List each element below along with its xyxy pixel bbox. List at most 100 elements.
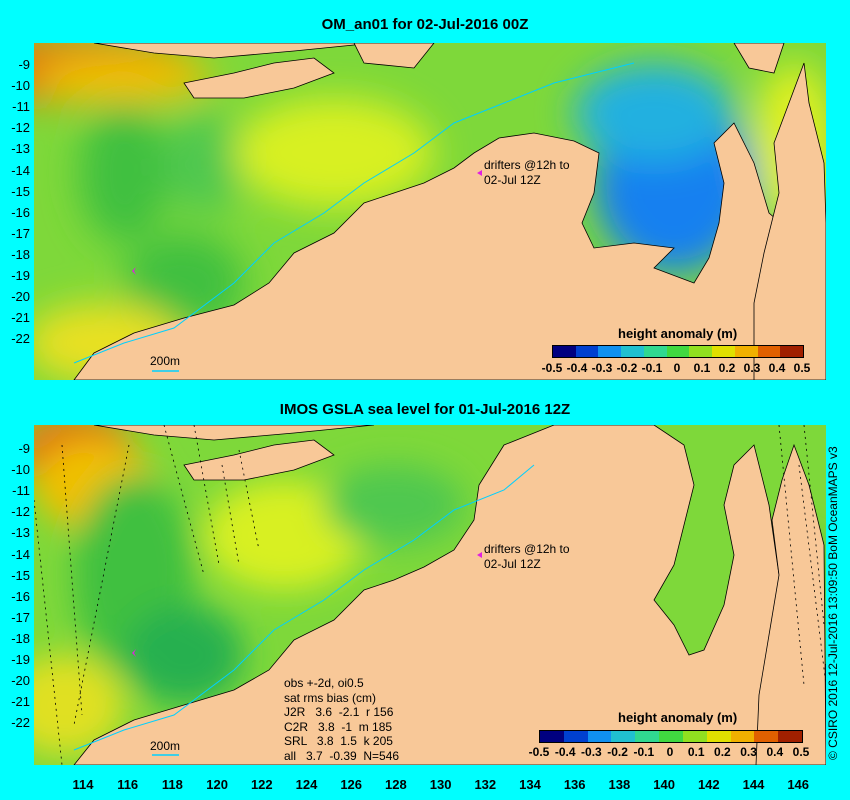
colorbar-swatch <box>611 731 636 742</box>
stats-line: all 3.7 -0.39 N=546 <box>284 748 400 763</box>
colorbar-tick-label: 0.2 <box>714 745 731 759</box>
bottom-map-svg <box>34 425 826 765</box>
colorbar-tick-label: 0.5 <box>792 745 810 759</box>
land-indonesia-north <box>93 425 375 441</box>
bottom-colorbar-title: height anomaly (m) <box>618 710 738 725</box>
latitude-label: -13 <box>11 525 30 541</box>
bottom-colorbar <box>539 730 803 743</box>
colorbar-tick-label: -0.2 <box>616 361 638 375</box>
land-indonesia-north <box>93 43 375 59</box>
colorbar-swatch <box>635 731 660 742</box>
latitude-label: -9 <box>18 441 30 456</box>
colorbar-tick-label: -0.1 <box>641 361 663 375</box>
top-isobath-label: 200m <box>150 354 181 368</box>
stats-line: C2R 3.8 -1 m 185 <box>284 719 393 734</box>
longitude-label: 118 <box>161 777 183 792</box>
colorbar-swatch <box>734 346 758 357</box>
colorbar-tick-label: 0.5 <box>793 361 811 375</box>
latitude-label: -22 <box>11 331 30 347</box>
drifter-note-marker <box>477 170 482 176</box>
colorbar-swatch <box>666 346 690 357</box>
colorbar-tick-label: -0.3 <box>581 745 602 759</box>
longitude-label: 134 <box>519 777 541 792</box>
latitude-label: -16 <box>11 204 30 220</box>
longitude-label: 116 <box>117 777 139 792</box>
colorbar-swatch <box>754 731 779 742</box>
longitude-label: 146 <box>787 777 810 792</box>
top-drifter-note-2: 02-Jul 12Z <box>484 173 541 187</box>
longitude-label: 126 <box>340 777 363 792</box>
colorbar-swatch <box>659 731 683 742</box>
satellite-tracks <box>34 425 826 765</box>
latitude-label: -22 <box>11 715 30 731</box>
colorbar-swatch <box>563 731 588 742</box>
bottom-drifter-note-2: 02-Jul 12Z <box>484 557 541 571</box>
colorbar-tick-label: 0.2 <box>718 361 736 375</box>
bottom-drifter-note-1: drifters @12h to <box>484 542 570 556</box>
latitude-label: -10 <box>11 78 30 94</box>
colorbar-tick-label: 0.1 <box>693 361 711 375</box>
drifter-note-marker <box>477 552 482 558</box>
longitude-label: 140 <box>653 777 675 792</box>
bottom-isobath-label: 200m <box>150 739 181 753</box>
longitude-label: 138 <box>608 777 631 792</box>
longitude-label: 144 <box>742 777 765 792</box>
isobath-200m <box>73 62 635 364</box>
anomaly-blobs <box>34 43 826 380</box>
latitude-label: -17 <box>11 225 30 241</box>
land-australia-mainland <box>73 122 826 380</box>
top-drifter-note-1: drifters @12h to <box>484 158 570 172</box>
drifter-marker <box>132 649 136 657</box>
latitude-label: -20 <box>11 673 30 689</box>
colorbar-tick-label: 0.3 <box>740 745 757 759</box>
colorbar-swatch <box>553 346 576 357</box>
stats-line: SRL 3.8 1.5 k 205 <box>284 734 393 748</box>
latitude-label: -14 <box>11 162 30 178</box>
colorbar-tick-label: 0.1 <box>687 745 705 759</box>
bottom-map-panel: drifters @12h to 02-Jul 12Z 200m height … <box>34 425 826 765</box>
latitude-label: -12 <box>11 504 30 520</box>
colorbar-tick-label: 0.4 <box>766 745 784 759</box>
colorbar-swatch <box>730 731 755 742</box>
colorbar-tick-label: -0.4 <box>566 361 588 375</box>
bottom-panel-title: IMOS GSLA sea level for 01-Jul-2016 12Z <box>279 401 571 418</box>
longitude-label: 120 <box>206 777 228 792</box>
latitude-label: -12 <box>11 120 30 136</box>
colorbar-swatch <box>712 346 735 357</box>
drifter-marker <box>132 267 136 275</box>
longitude-label: 114 <box>72 777 94 792</box>
longitude-label: 130 <box>429 777 452 792</box>
top-colorbar-ticks: -0.5 -0.4 -0.3 -0.2 -0.1 0 0.1 0.2 0.3 0.4 0.5 <box>542 361 811 375</box>
credit-text: © CSIRO 2016 12-Jul-2016 13:09:50 BoM Oc… <box>826 446 840 760</box>
isobath-200m <box>73 464 535 751</box>
colorbar-swatch <box>689 346 713 357</box>
latitude-label: -19 <box>11 652 30 667</box>
latitude-label: -11 <box>12 483 30 499</box>
latitude-label: -21 <box>11 310 30 326</box>
latitude-label: -15 <box>11 183 30 199</box>
longitude-label: 122 <box>250 777 273 792</box>
colorbar-tick-label: -0.5 <box>528 745 550 759</box>
colorbar-tick-label: -0.3 <box>591 361 613 375</box>
colorbar-swatch <box>540 731 564 742</box>
land-cape-york <box>753 62 826 380</box>
colorbar-swatch <box>706 731 731 742</box>
latitude-label: -11 <box>12 99 30 115</box>
top-colorbar-title: height anomaly (m) <box>618 326 738 341</box>
latitude-label: -17 <box>11 609 30 625</box>
colorbar-swatch <box>757 346 781 357</box>
land-cape-york <box>755 443 826 765</box>
colorbar-tick-label: 0 <box>666 745 674 759</box>
longitude-label: 142 <box>697 777 720 792</box>
latitude-label: -21 <box>11 694 30 710</box>
top-map-panel: drifters @12h to 02-Jul 12Z 200m height … <box>34 43 826 380</box>
longitude-label: 128 <box>385 777 407 792</box>
colorbar-swatch <box>575 346 599 357</box>
longitude-label: 124 <box>295 777 318 792</box>
top-map-svg <box>34 43 826 380</box>
colorbar-tick-label: -0.1 <box>633 745 655 759</box>
longitude-label: 136 <box>563 777 586 792</box>
colorbar-swatch <box>621 346 644 357</box>
latitude-label: -15 <box>11 567 30 583</box>
colorbar-swatch <box>780 346 804 357</box>
